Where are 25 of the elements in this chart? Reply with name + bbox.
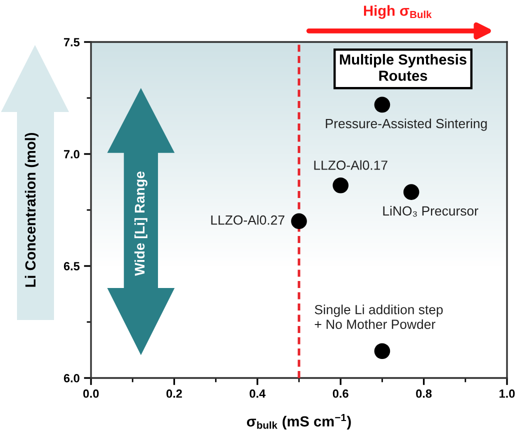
point bbox=[403, 184, 420, 200]
annotation: Single Li addition step + No Mother Powder bbox=[314, 304, 443, 330]
x-tick-label: 0.8 bbox=[416, 389, 432, 398]
x-tick-label: 0.6 bbox=[332, 389, 348, 398]
y-tick-label: 6.0 bbox=[64, 374, 80, 382]
text: High σ$_{Bulk}$ bbox=[364, 5, 432, 19]
y-tick-label: 7.0 bbox=[64, 150, 80, 158]
y-tick-label: 6.5 bbox=[64, 262, 80, 270]
y-axis-title: Li Concentration (mol) bbox=[24, 132, 38, 287]
x-tick-label: 1.0 bbox=[500, 389, 515, 398]
point bbox=[291, 213, 307, 230]
y-tick-label: 7.5 bbox=[64, 38, 80, 46]
x-tick-label: 0.2 bbox=[166, 389, 182, 398]
annotation: LLZO-Al0.27 bbox=[211, 215, 284, 225]
annotation: LiNO₃ Precursor bbox=[383, 206, 478, 217]
x-tick-label: 0.0 bbox=[83, 389, 99, 398]
point bbox=[374, 343, 390, 360]
point bbox=[374, 96, 390, 113]
x-tick-label: 0.4 bbox=[250, 389, 266, 398]
x-axis-title: σ$_{bulk}$ (mS cm$^{−1}$) bbox=[246, 414, 351, 430]
annotation: Multiple Synthesis Routes bbox=[340, 54, 466, 81]
annotation: LLZO-Al0.17 bbox=[314, 160, 388, 170]
annotation: Pressure-Assisted Sintering bbox=[326, 118, 487, 131]
annotation: Wide [Li] Range bbox=[134, 172, 148, 276]
point bbox=[332, 177, 349, 194]
